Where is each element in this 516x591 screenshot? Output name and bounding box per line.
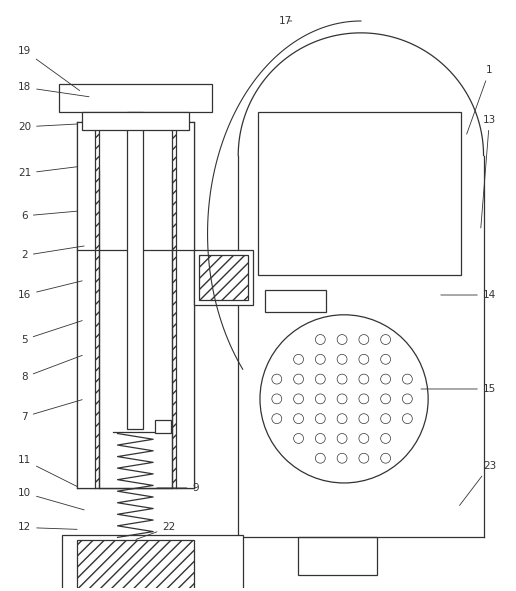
- Text: 17: 17: [279, 16, 293, 26]
- Bar: [77, 122, 95, 488]
- Bar: [77, 122, 194, 488]
- Bar: [62, 535, 243, 591]
- Text: 9: 9: [157, 483, 199, 493]
- Bar: [99, 122, 172, 488]
- Text: 6: 6: [21, 211, 77, 221]
- Text: 7: 7: [21, 400, 82, 422]
- Text: 10: 10: [18, 488, 84, 510]
- Text: 8: 8: [21, 355, 82, 382]
- Bar: [298, 537, 377, 575]
- Bar: [194, 251, 253, 305]
- Text: 18: 18: [18, 82, 89, 97]
- Text: 20: 20: [18, 122, 77, 132]
- Bar: [155, 420, 171, 433]
- Bar: [82, 112, 189, 130]
- Text: 1: 1: [466, 66, 493, 134]
- Text: 23: 23: [460, 461, 496, 505]
- Text: 12: 12: [18, 522, 77, 532]
- Text: 2: 2: [21, 246, 84, 261]
- Bar: [127, 112, 143, 428]
- Bar: [176, 122, 194, 488]
- Text: 21: 21: [18, 167, 77, 178]
- Bar: [77, 540, 194, 590]
- Bar: [265, 290, 326, 312]
- Text: 11: 11: [18, 455, 77, 486]
- Bar: [258, 112, 461, 275]
- Bar: [59, 85, 212, 112]
- Text: 15: 15: [421, 384, 496, 394]
- Text: 16: 16: [18, 281, 82, 300]
- Text: 14: 14: [441, 290, 496, 300]
- Text: 19: 19: [18, 46, 79, 90]
- Bar: [199, 255, 248, 300]
- Text: 13: 13: [481, 115, 496, 228]
- Text: 5: 5: [21, 320, 82, 345]
- Text: 22: 22: [136, 522, 175, 540]
